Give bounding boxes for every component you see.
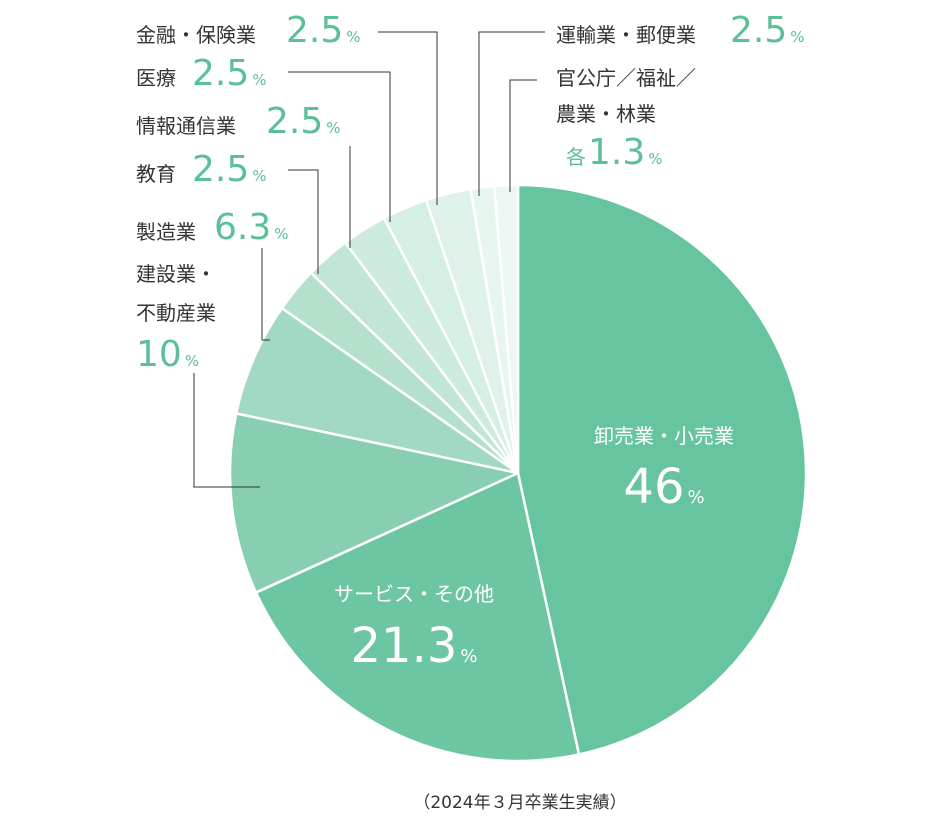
label-wholesale: 卸売業・小売業 xyxy=(594,424,734,448)
leader-finance xyxy=(378,31,438,205)
leader-manufacturing xyxy=(261,248,270,341)
value-manufacturing: 6.3% xyxy=(214,207,289,248)
value-finance: 2.5% xyxy=(286,10,361,51)
value-service: 21.3% xyxy=(351,618,478,674)
pie-slice-government-2 xyxy=(492,183,520,475)
leader-government xyxy=(509,79,537,192)
chart-note: （2024年３月卒業生実績） xyxy=(413,793,626,813)
pie-slices xyxy=(228,183,808,763)
leader-medical xyxy=(288,71,391,222)
value-it: 2.5% xyxy=(266,101,341,142)
value-wholesale: 46% xyxy=(623,459,704,515)
value-education: 2.5% xyxy=(192,149,267,190)
label-finance: 金融・保険業 xyxy=(136,23,256,47)
label-medical: 医療 xyxy=(136,66,176,90)
value-construction: 10% xyxy=(136,334,199,375)
label-construction-line2: 不動産業 xyxy=(136,301,216,325)
pie-slice-wholesale xyxy=(516,183,808,756)
label-construction-line1: 建設業・ xyxy=(136,262,216,286)
label-government-line2: 農業・林業 xyxy=(556,102,656,126)
label-it: 情報通信業 xyxy=(136,114,236,138)
value-government: 各1.3% xyxy=(566,132,663,173)
value-medical: 2.5% xyxy=(192,53,267,94)
label-education: 教育 xyxy=(136,162,176,186)
label-service: サービス・その他 xyxy=(334,582,494,606)
label-manufacturing: 製造業 xyxy=(136,220,196,244)
leader-transport xyxy=(478,31,545,196)
pie-slice-manufacturing xyxy=(234,306,520,475)
label-government-line1: 官公庁／福祉／ xyxy=(556,66,696,90)
value-transport: 2.5% xyxy=(730,10,805,51)
leader-construction xyxy=(193,373,260,488)
label-transport: 運輸業・郵便業 xyxy=(556,23,696,47)
leader-education xyxy=(288,169,319,274)
pie-slice-service xyxy=(254,471,581,763)
